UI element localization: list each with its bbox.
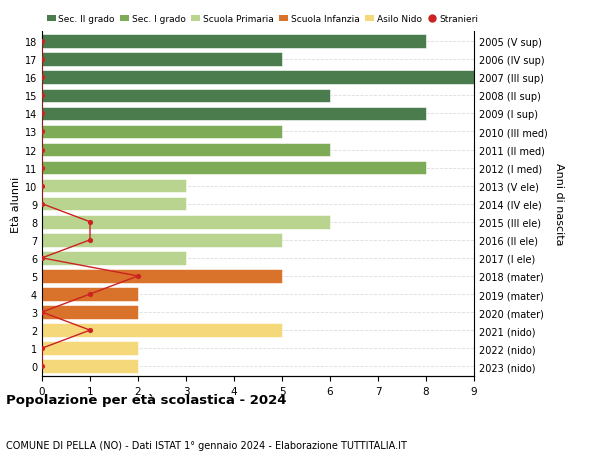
Bar bbox=[42, 143, 330, 157]
Legend: Sec. II grado, Sec. I grado, Scuola Primaria, Scuola Infanzia, Asilo Nido, Stran: Sec. II grado, Sec. I grado, Scuola Prim… bbox=[47, 15, 478, 24]
Bar bbox=[42, 107, 426, 121]
Point bbox=[37, 363, 47, 370]
Point bbox=[37, 201, 47, 208]
Point bbox=[37, 255, 47, 262]
Bar bbox=[42, 90, 330, 103]
Bar bbox=[42, 179, 186, 193]
Bar bbox=[42, 360, 138, 373]
Point bbox=[85, 218, 95, 226]
Y-axis label: Anni di nascita: Anni di nascita bbox=[554, 163, 564, 246]
Y-axis label: Età alunni: Età alunni bbox=[11, 176, 20, 232]
Point bbox=[37, 92, 47, 100]
Bar bbox=[42, 341, 138, 355]
Bar bbox=[42, 125, 282, 139]
Bar bbox=[42, 306, 138, 319]
Point bbox=[37, 146, 47, 154]
Bar bbox=[42, 234, 282, 247]
Bar bbox=[42, 252, 186, 265]
Text: Popolazione per età scolastica - 2024: Popolazione per età scolastica - 2024 bbox=[6, 393, 287, 406]
Bar bbox=[42, 35, 426, 49]
Bar bbox=[42, 216, 330, 229]
Point bbox=[85, 327, 95, 334]
Bar bbox=[42, 288, 138, 301]
Point bbox=[37, 129, 47, 136]
Bar bbox=[42, 324, 282, 337]
Point bbox=[37, 56, 47, 64]
Point bbox=[37, 309, 47, 316]
Point bbox=[133, 273, 143, 280]
Bar bbox=[42, 197, 186, 211]
Point bbox=[85, 291, 95, 298]
Point bbox=[37, 74, 47, 82]
Text: COMUNE DI PELLA (NO) - Dati ISTAT 1° gennaio 2024 - Elaborazione TUTTITALIA.IT: COMUNE DI PELLA (NO) - Dati ISTAT 1° gen… bbox=[6, 440, 407, 450]
Point bbox=[85, 237, 95, 244]
Bar bbox=[42, 71, 474, 85]
Bar bbox=[42, 162, 426, 175]
Bar bbox=[42, 53, 282, 67]
Point bbox=[37, 345, 47, 352]
Point bbox=[37, 183, 47, 190]
Bar bbox=[42, 269, 282, 283]
Point bbox=[37, 39, 47, 46]
Point bbox=[37, 164, 47, 172]
Point bbox=[37, 111, 47, 118]
